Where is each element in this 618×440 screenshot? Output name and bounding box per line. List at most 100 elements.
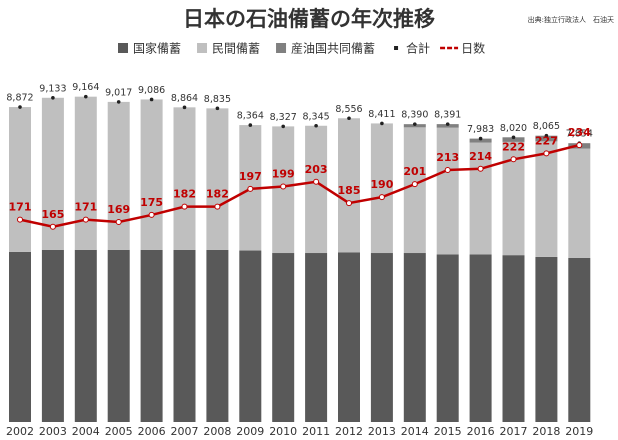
- bar-segment: [469, 138, 492, 143]
- days-label: 165: [41, 208, 64, 221]
- x-tick-label: 2010: [269, 425, 297, 438]
- bar-segment: [568, 257, 591, 422]
- x-tick-label: 2005: [105, 425, 133, 438]
- days-point: [444, 166, 451, 173]
- legend-label: 民間備蓄: [212, 41, 260, 56]
- total-dot: [347, 116, 351, 121]
- days-label: 234: [568, 126, 591, 139]
- total-dot: [478, 136, 483, 141]
- bar-segment: [173, 107, 196, 250]
- total-dot: [84, 94, 88, 99]
- chart-title: 日本の石油備蓄の年次推移: [183, 7, 435, 31]
- total-dot: [149, 97, 154, 102]
- days-point: [411, 181, 418, 188]
- bar-segment: [74, 249, 97, 422]
- x-tick-label: 2011: [302, 425, 330, 438]
- bar-segment: [370, 123, 393, 254]
- days-line: [19, 143, 580, 229]
- days-label: 199: [272, 168, 295, 181]
- total-label: 8,864: [171, 93, 198, 104]
- total-dot: [215, 106, 220, 111]
- days-label: 227: [535, 134, 558, 147]
- total-label: 8,556: [335, 104, 362, 115]
- days-label: 175: [140, 196, 163, 209]
- days-label: 201: [403, 165, 426, 178]
- bar-segment: [107, 101, 130, 250]
- bar-segment: [502, 137, 525, 142]
- x-tick-label: 2008: [203, 425, 231, 438]
- days-label: 203: [305, 163, 328, 176]
- bar-segment: [41, 249, 64, 422]
- bar-segment: [206, 108, 229, 250]
- total-dot: [18, 105, 22, 109]
- total-label: 8,411: [368, 109, 395, 120]
- days-label: 171: [9, 201, 32, 214]
- days-label: 197: [239, 170, 262, 183]
- x-tick-label: 2007: [171, 425, 199, 438]
- bar-segment: [502, 255, 525, 422]
- bar-segment: [206, 249, 229, 422]
- days-point: [313, 178, 320, 185]
- total-label: 8,391: [434, 110, 461, 121]
- total-label: 9,133: [39, 83, 66, 94]
- x-tick-label: 2018: [532, 425, 560, 438]
- total-dot: [445, 122, 450, 126]
- bar-segment: [568, 148, 591, 258]
- legend-label: 日数: [461, 41, 485, 56]
- total-label: 8,327: [270, 112, 297, 123]
- legend-label: 産油国共同備蓄: [291, 41, 375, 56]
- bar-segment: [469, 142, 492, 255]
- x-tick-label: 2019: [565, 425, 593, 438]
- days-label: 214: [469, 150, 492, 163]
- bar-segment: [535, 256, 558, 422]
- days-point: [280, 183, 287, 190]
- days-point: [378, 194, 385, 201]
- bar-segment: [403, 127, 426, 254]
- source: 出典:独立行政法人 石油天: [528, 15, 614, 24]
- bar-segment: [74, 96, 97, 250]
- bar-segment: [403, 253, 426, 422]
- bar-segment: [239, 250, 262, 422]
- x-tick-label: 2014: [401, 425, 429, 438]
- days-label: 185: [338, 184, 361, 197]
- total-label: 7,983: [467, 124, 494, 135]
- total-dot: [51, 95, 55, 100]
- x-tick-label: 2016: [467, 425, 495, 438]
- days-point: [17, 216, 23, 223]
- total-dot: [116, 100, 121, 104]
- legend-swatch: [197, 43, 208, 53]
- total-dot: [511, 135, 516, 140]
- days-label: 213: [436, 151, 459, 164]
- days-point: [247, 185, 254, 192]
- legend-swatch: [394, 46, 399, 50]
- total-label: 8,835: [204, 94, 231, 105]
- days-label: 169: [107, 203, 130, 216]
- bar-segment: [436, 254, 459, 422]
- total-label: 8,065: [533, 121, 560, 132]
- total-label: 9,086: [138, 85, 165, 96]
- bar-segment: [272, 253, 295, 422]
- x-tick-label: 2003: [39, 425, 67, 438]
- x-tick-label: 2012: [335, 425, 363, 438]
- x-tick-label: 2017: [500, 425, 528, 438]
- total-dot: [544, 133, 549, 138]
- bar-segment: [535, 135, 558, 142]
- bar-segment: [41, 97, 64, 250]
- days-point: [477, 165, 484, 172]
- total-dot: [182, 105, 187, 110]
- bar-segment: [469, 254, 492, 422]
- bar-segment: [140, 249, 163, 422]
- days-label: 182: [173, 188, 196, 201]
- bar-segment: [272, 126, 295, 254]
- bar-segment: [107, 249, 130, 422]
- total-label: 9,017: [105, 87, 132, 98]
- x-tick-label: 2004: [72, 425, 100, 438]
- days-point: [115, 219, 122, 226]
- days-point: [148, 211, 155, 218]
- total-dot: [281, 124, 286, 129]
- bar-segment: [305, 125, 328, 254]
- total-label: 8,020: [500, 123, 527, 134]
- days-point: [82, 216, 89, 223]
- days-point: [543, 150, 550, 157]
